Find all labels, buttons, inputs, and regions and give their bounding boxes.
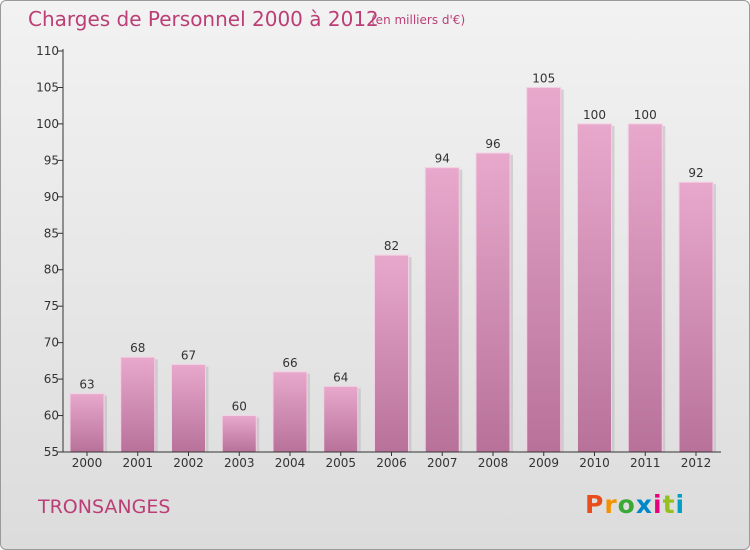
x-tick-label-2005: 2005 [325, 456, 356, 470]
x-tick-label-2004: 2004 [275, 456, 306, 470]
y-tick-label-95: 95 [44, 153, 59, 167]
x-tick-label-2003: 2003 [224, 456, 255, 470]
x-tick-label-2011: 2011 [630, 456, 661, 470]
logo-letter: P [585, 490, 605, 519]
y-tick-label-60: 60 [44, 409, 59, 423]
x-tick-label-2000: 2000 [72, 456, 103, 470]
data-label-2004: 66 [282, 356, 297, 370]
bar-2011 [627, 123, 663, 453]
bar-2006 [374, 254, 409, 453]
x-tick-label-2007: 2007 [427, 456, 458, 470]
bar-2000 [69, 393, 105, 453]
logo-letter: x [635, 490, 653, 519]
y-tick-label-85: 85 [44, 226, 59, 240]
bar-2002 [171, 364, 206, 453]
x-tick-label-2010: 2010 [579, 456, 610, 470]
bar-2003 [221, 415, 257, 453]
bar-2005 [323, 385, 359, 453]
x-tick-label-2008: 2008 [478, 456, 509, 470]
data-label-2008: 96 [485, 137, 500, 151]
y-tick-label-65: 65 [44, 372, 59, 386]
logo-letter: i [675, 490, 686, 519]
data-label-2009: 105 [532, 71, 555, 85]
bar-2012 [678, 181, 714, 453]
data-label-2006: 82 [384, 239, 399, 253]
bar-2009 [526, 86, 562, 453]
logo-letter: r [604, 490, 618, 519]
data-label-2000: 63 [79, 378, 94, 392]
data-label-2002: 67 [181, 349, 196, 363]
data-label-2010: 100 [583, 108, 606, 122]
bar-2001 [120, 356, 156, 453]
y-tick-label-70: 70 [44, 336, 59, 350]
data-label-2001: 68 [130, 341, 145, 355]
x-tick-label-2001: 2001 [122, 456, 153, 470]
data-label-2003: 60 [232, 400, 247, 414]
data-label-2005: 64 [333, 370, 348, 384]
data-label-2007: 94 [435, 152, 450, 166]
y-tick-label-55: 55 [44, 445, 59, 459]
y-tick-label-100: 100 [36, 117, 59, 131]
bar-2008 [475, 152, 511, 453]
chart-title: Charges de Personnel 2000 à 2012 [28, 7, 379, 31]
data-label-2011: 100 [634, 108, 657, 122]
x-tick-label-2006: 2006 [376, 456, 407, 470]
y-tick-label-105: 105 [36, 80, 59, 94]
logo-letter: t [662, 490, 676, 519]
y-tick-label-75: 75 [44, 299, 59, 313]
x-tick-label-2002: 2002 [173, 456, 204, 470]
data-label-2012: 92 [688, 166, 703, 180]
commune-name: TRONSANGES [38, 496, 171, 518]
x-tick-label-2009: 2009 [528, 456, 559, 470]
x-tick-label-2012: 2012 [681, 456, 712, 470]
chart-subtitle: (en milliers d'€) [371, 13, 466, 27]
proxiti-logo[interactable]: Proxiti [585, 490, 685, 519]
bar-2010 [577, 123, 612, 453]
y-tick-label-110: 110 [36, 44, 59, 58]
y-tick-label-80: 80 [44, 263, 59, 277]
logo-letter: o [617, 490, 636, 519]
logo-letter: i [653, 490, 663, 519]
y-tick-label-90: 90 [44, 190, 59, 204]
bar-2007 [424, 167, 460, 453]
bar-2004 [272, 371, 308, 453]
